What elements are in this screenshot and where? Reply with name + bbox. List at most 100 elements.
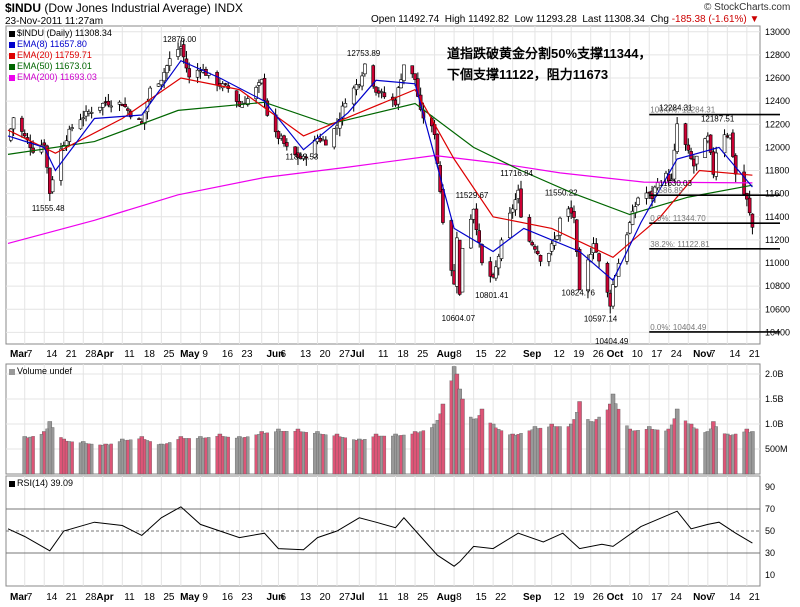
volume-bar	[25, 437, 30, 475]
x-axis-label: 18	[144, 592, 156, 603]
volume-bar	[109, 443, 113, 475]
candle-body	[296, 152, 300, 158]
candle-body	[611, 284, 615, 307]
candle-body	[694, 155, 699, 165]
price-point-label: 10824.76	[562, 288, 596, 297]
candle-body	[276, 131, 281, 139]
candle-body	[474, 208, 479, 231]
volume-bar	[633, 430, 637, 475]
x-axis-label: 9	[202, 592, 208, 603]
volume-bar	[59, 437, 63, 475]
candle-body	[586, 259, 590, 292]
volume-bar	[538, 427, 543, 475]
candle-body	[282, 135, 286, 144]
x-axis-label: 6	[280, 592, 286, 603]
candle-body	[332, 128, 337, 148]
volume-bar	[410, 433, 414, 475]
x-axis-label: 20	[319, 349, 331, 360]
candle-body	[708, 134, 713, 153]
candle-body	[117, 101, 122, 105]
price-point-label: 10597.14	[584, 315, 618, 324]
x-axis-label: Jul	[350, 349, 365, 360]
x-axis-label: Jun	[267, 592, 285, 603]
x-axis-label: 15	[476, 349, 488, 360]
volume-bar	[614, 403, 618, 475]
volume-bar	[226, 436, 230, 475]
x-axis-label: 14	[729, 592, 741, 603]
x-axis-label: 7	[27, 592, 33, 603]
legend-swatch-ema8	[9, 41, 15, 48]
volume-bar	[722, 433, 727, 475]
legend-swatch-ema50	[9, 63, 15, 70]
candle-body	[745, 193, 749, 200]
legend-swatch-rsi	[9, 480, 15, 487]
volume-bar	[513, 434, 518, 475]
volume-bar	[285, 431, 289, 475]
volume-bar	[396, 435, 400, 475]
candle-body	[722, 134, 727, 154]
x-axis-label: May	[180, 349, 200, 360]
volume-bar	[625, 425, 629, 475]
volume-bar	[460, 398, 465, 475]
legend-main: $INDU (Daily) 11308.34	[9, 28, 112, 38]
candle-body	[686, 144, 691, 151]
rsi-tick-label: 70	[765, 504, 775, 514]
volume-bar	[201, 437, 205, 475]
candle-body	[627, 222, 632, 234]
volume-panel-label: Volume undef	[9, 366, 72, 376]
volume-bar	[145, 440, 150, 475]
candle-body	[530, 242, 534, 246]
volume-bar	[215, 436, 219, 475]
candle-body	[123, 103, 127, 107]
volume-bar	[195, 438, 200, 475]
candle-body	[304, 156, 309, 159]
candle-body	[669, 178, 674, 181]
volume-bar	[371, 436, 375, 475]
volume-bar	[156, 444, 161, 475]
volume-bar	[731, 434, 735, 475]
candle-body	[167, 58, 172, 67]
volume-bar	[644, 429, 649, 475]
x-axis-label: Apr	[96, 349, 113, 360]
volume-bar	[106, 444, 111, 475]
x-axis-label: 28	[85, 349, 97, 360]
volume-bar	[519, 433, 523, 475]
candle-body	[750, 213, 755, 228]
x-axis-label: 25	[417, 349, 429, 360]
volume-bar	[363, 439, 367, 475]
candle-body	[572, 211, 576, 218]
volume-bar	[747, 432, 752, 475]
candle-body	[354, 84, 359, 90]
price-tick-label: 13000	[765, 27, 790, 37]
volume-bar	[421, 430, 426, 475]
candle-body	[50, 179, 55, 193]
volume-tick-label: 500M	[765, 444, 788, 454]
volume-bar	[558, 426, 562, 475]
legend-ema50: EMA(50) 11673.01	[9, 61, 92, 71]
volume-bar	[223, 436, 228, 475]
volume-bar	[117, 441, 122, 475]
price-tick-label: 12800	[765, 50, 790, 60]
volume-bar	[469, 416, 473, 475]
rsi-tick-label: 10	[765, 570, 775, 580]
candle-body	[156, 83, 161, 87]
x-axis-label: 19	[573, 349, 585, 360]
volume-bar	[332, 435, 336, 475]
fib-label: 100.0%: 12284.31	[650, 106, 715, 115]
legend-ema200: EMA(200) 11693.03	[9, 72, 97, 82]
rsi-tick-label: 50	[765, 526, 775, 536]
x-axis-label: 21	[749, 592, 761, 603]
chart-date: 23-Nov-2011 11:27am	[5, 16, 104, 27]
candle-body	[343, 103, 348, 108]
volume-bar	[142, 439, 147, 475]
candle-body	[106, 100, 111, 106]
candle-body	[39, 144, 44, 153]
volume-bar	[243, 437, 247, 475]
candle-body	[747, 197, 752, 214]
volume-bar	[354, 440, 359, 475]
candle-body	[499, 239, 504, 259]
x-axis-label: 12	[554, 592, 566, 603]
candle-body	[527, 217, 532, 242]
volume-bar	[338, 436, 342, 475]
volume-bar	[184, 438, 189, 475]
